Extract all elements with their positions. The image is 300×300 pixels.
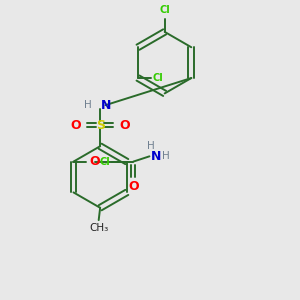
Text: Cl: Cl bbox=[153, 73, 164, 83]
Text: N: N bbox=[101, 99, 111, 112]
Text: N: N bbox=[151, 150, 161, 163]
Text: H: H bbox=[162, 151, 170, 161]
Text: Cl: Cl bbox=[159, 5, 170, 15]
Text: CH₃: CH₃ bbox=[89, 223, 108, 233]
Text: O: O bbox=[119, 118, 130, 132]
Text: O: O bbox=[128, 180, 139, 193]
Text: Cl: Cl bbox=[100, 157, 111, 166]
Text: O: O bbox=[71, 118, 81, 132]
Text: H: H bbox=[84, 100, 92, 110]
Text: S: S bbox=[96, 118, 105, 132]
Text: H: H bbox=[147, 141, 154, 151]
Text: O: O bbox=[89, 155, 100, 168]
